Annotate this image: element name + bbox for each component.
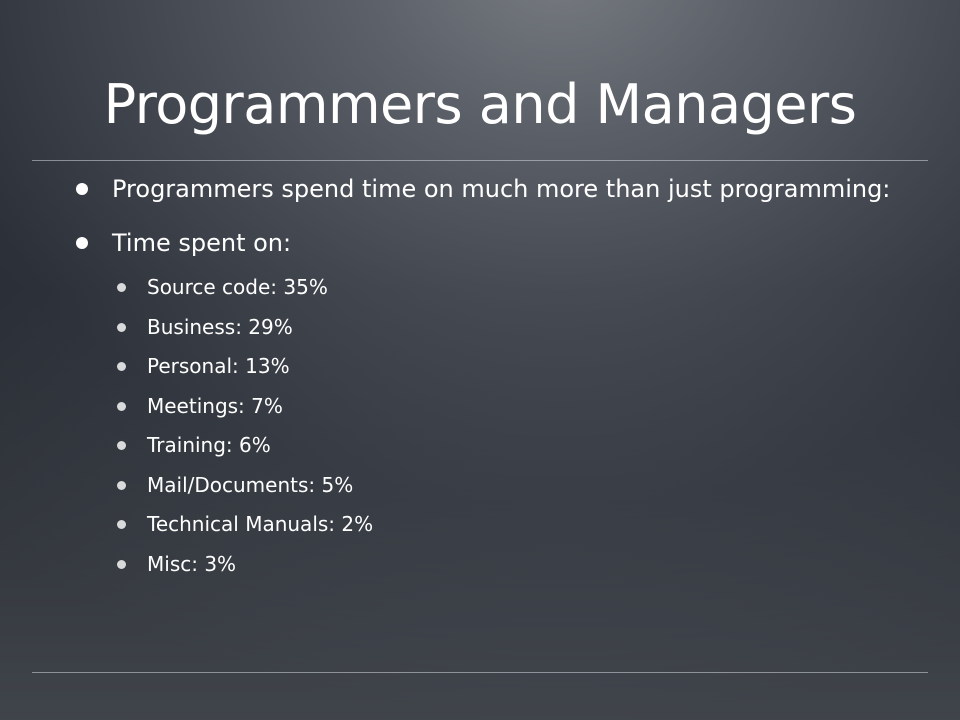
sub-bullet-item: Meetings: 7% (112, 387, 892, 427)
sub-bullet-dot-icon (117, 520, 126, 529)
bullet-dot-icon (76, 183, 88, 195)
sub-bullet-dot-icon (117, 283, 126, 292)
bullet-item: Time spent on: Source code: 35% Business… (72, 226, 892, 584)
footer-divider (32, 672, 928, 673)
sub-bullet-dot-icon (117, 559, 126, 569)
sub-bullet-item: Mail/Documents: 5% (112, 466, 892, 506)
sub-bullet-item: Source code: 35% (112, 268, 892, 308)
bullet-item: Programmers spend time on much more than… (72, 172, 892, 206)
sub-bullet-dot-icon (117, 401, 126, 411)
sub-bullet-text: Training: 6% (147, 433, 271, 457)
bullet-text: Programmers spend time on much more than… (112, 175, 891, 203)
bullet-dot-icon (76, 237, 88, 249)
sub-bullet-item: Training: 6% (112, 426, 892, 466)
sub-bullet-dot-icon (117, 441, 126, 450)
bullet-text: Time spent on: (112, 229, 292, 257)
sub-bullet-item: Misc: 3% (112, 545, 892, 585)
sub-bullet-dot-icon (117, 362, 126, 371)
slide-title: Programmers and Managers (103, 73, 857, 136)
sub-bullet-text: Source code: 35% (147, 275, 328, 299)
sub-bullet-text: Personal: 13% (147, 354, 290, 378)
sub-bullet-text: Meetings: 7% (147, 393, 283, 418)
sub-bullet-item: Business: 29% (112, 308, 892, 348)
sub-bullet-text: Mail/Documents: 5% (147, 472, 354, 497)
sub-bullet-item: Personal: 13% (112, 347, 892, 387)
sub-bullet-item: Technical Manuals: 2% (112, 505, 892, 545)
title-divider (32, 160, 928, 161)
sub-bullet-dot-icon (117, 480, 126, 490)
sub-bullet-list: Source code: 35% Business: 29% Personal:… (112, 268, 892, 584)
sub-bullet-text: Misc: 3% (147, 551, 237, 576)
bullet-list: Programmers spend time on much more than… (72, 172, 892, 604)
sub-bullet-text: Business: 29% (147, 314, 293, 339)
sub-bullet-text: Technical Manuals: 2% (147, 512, 374, 536)
sub-bullet-dot-icon (117, 322, 126, 332)
